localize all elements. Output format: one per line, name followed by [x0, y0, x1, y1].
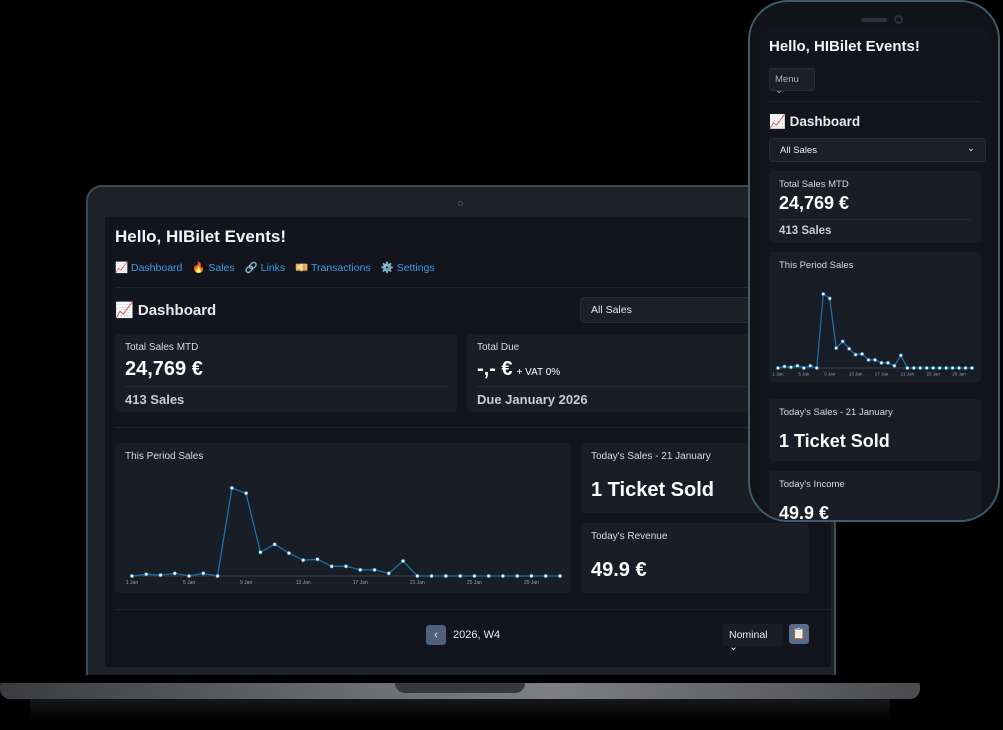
total-sales-value: 24,769 € — [779, 193, 850, 213]
due-date: Due January 2026 — [477, 392, 588, 407]
mode-value: Nominal — [729, 629, 768, 641]
divider — [477, 386, 821, 387]
mode-select[interactable]: Nominal ⌄ — [723, 624, 783, 653]
period-label: 2026, W4 — [453, 629, 501, 641]
svg-text:1 Jan: 1 Jan — [772, 372, 784, 377]
menu-label: Menu — [775, 74, 799, 85]
chart-icon: 📈 — [115, 302, 134, 319]
divider — [115, 427, 831, 428]
svg-text:25 Jan: 25 Jan — [926, 372, 940, 377]
period-sales-chart: 1 Jan 5 Jan 9 Jan 13 Jan 17 Jan 21 Jan 25 Jan 2… — [772, 291, 975, 377]
svg-text:29 Jan: 29 Jan — [524, 580, 539, 586]
due-amount: -,- € — [477, 358, 513, 380]
svg-text:25 Jan: 25 Jan — [467, 580, 482, 586]
chart-icon: 📈 — [769, 114, 786, 129]
desktop-dashboard-screen: Hello, HIBilet Events! 📈 Dashboard 🔥 Sal… — [105, 217, 831, 667]
nav-links[interactable]: 🔗 Links — [244, 262, 286, 274]
card-label: Today's Sales - 21 January — [779, 407, 893, 418]
vat-label: + VAT 0% — [516, 367, 561, 378]
total-sales-value: 24,769 € — [125, 358, 203, 380]
phone-speaker — [861, 18, 887, 22]
svg-text:13 Jan: 13 Jan — [849, 372, 863, 377]
main-nav: 📈 Dashboard 🔥 Sales 🔗 Links 💴 Transactio… — [115, 261, 435, 274]
tickets-sold-value: 1 Ticket Sold — [591, 479, 715, 501]
card-label: Today's Revenue — [591, 531, 668, 542]
page-title: 📈 Dashboard — [115, 302, 217, 319]
sales-filter-select[interactable]: All Sales ⌄ — [769, 138, 986, 162]
total-due-value: -,- € + VAT 0% — [477, 358, 560, 381]
menu-dropdown[interactable]: Menu ⌄ — [769, 68, 815, 96]
divider — [779, 219, 971, 220]
card-label: Total Sales MTD — [125, 342, 199, 353]
gear-icon: ⚙️ — [380, 262, 394, 274]
svg-text:21 Jan: 21 Jan — [410, 580, 425, 586]
nav-sales[interactable]: 🔥 Sales — [192, 262, 235, 274]
svg-text:9 Jan: 9 Jan — [824, 372, 836, 377]
phone-camera — [894, 15, 903, 24]
phone-frame: Hello, HIBilet Events! Menu ⌄ 📈 Dashboar… — [748, 0, 1000, 522]
period-sales-chart-card: This Period Sales 1 Jan 5 Jan 9 Jan 13 Jan 1… — [115, 443, 571, 593]
svg-text:17 Jan: 17 Jan — [353, 580, 368, 586]
today-revenue-card: Today's Revenue 49.9 € — [581, 523, 809, 593]
total-sales-card: Total Sales MTD 24,769 € 413 Sales — [769, 171, 981, 243]
nav-dashboard[interactable]: 📈 Dashboard — [115, 262, 183, 274]
fire-icon: 🔥 — [192, 262, 206, 274]
today-income-card: Today's Income 49.9 € — [769, 471, 981, 522]
laptop-shadow — [30, 699, 890, 721]
greeting-title: Hello, HIBilet Events! — [769, 38, 920, 55]
svg-text:13 Jan: 13 Jan — [296, 580, 311, 586]
money-icon: 💴 — [295, 262, 309, 274]
select-value: All Sales — [780, 145, 817, 156]
svg-text:9 Jan: 9 Jan — [240, 580, 252, 586]
total-sales-card: Total Sales MTD 24,769 € 413 Sales — [115, 334, 457, 412]
page-title: 📈 Dashboard — [769, 114, 861, 129]
income-value: 49.9 € — [779, 503, 830, 522]
sales-count: 413 Sales — [779, 225, 832, 237]
tickets-sold-value: 1 Ticket Sold — [779, 431, 890, 451]
sales-count: 413 Sales — [125, 392, 185, 407]
prev-period-button[interactable]: ‹ — [426, 625, 446, 645]
today-sales-card: Today's Sales - 21 January 1 Ticket Sold — [769, 399, 981, 461]
greeting-title: Hello, HIBilet Events! — [115, 227, 286, 246]
mobile-dashboard-screen: Hello, HIBilet Events! Menu ⌄ 📈 Dashboar… — [759, 28, 991, 522]
clipboard-icon: 📋 — [792, 628, 806, 640]
period-sales-chart: 1 Jan 5 Jan 9 Jan 13 Jan 17 Jan 21 Jan 25 Jan 2… — [126, 485, 563, 586]
chevron-down-icon: ⌄ — [729, 641, 738, 653]
nav-transactions[interactable]: 💴 Transactions — [295, 262, 371, 274]
chevron-down-icon: ⌄ — [967, 143, 975, 154]
link-icon: 🔗 — [244, 262, 258, 274]
card-label: This Period Sales — [779, 260, 854, 271]
nav-settings[interactable]: ⚙️ Settings — [380, 262, 435, 274]
divider — [125, 386, 447, 387]
chevron-down-icon: ⌄ — [775, 85, 783, 96]
laptop-notch — [395, 683, 525, 693]
card-label: Total Due — [477, 342, 520, 353]
divider — [115, 287, 831, 288]
svg-text:5 Jan: 5 Jan — [183, 580, 195, 586]
card-label: Today's Income — [779, 479, 845, 490]
svg-text:1 Jan: 1 Jan — [126, 580, 138, 586]
clipboard-button[interactable]: 📋 — [789, 624, 809, 644]
chart-icon: 📈 — [115, 262, 129, 274]
revenue-value: 49.9 € — [591, 559, 647, 581]
card-label: This Period Sales — [125, 451, 204, 462]
svg-text:17 Jan: 17 Jan — [875, 372, 889, 377]
svg-text:21 Jan: 21 Jan — [901, 372, 915, 377]
divider — [115, 609, 831, 610]
svg-text:29 Jan: 29 Jan — [952, 372, 966, 377]
period-sales-chart-card: This Period Sales 1 Jan 5 Jan 9 Jan 13 Jan 1… — [769, 252, 981, 382]
card-label: Total Sales MTD — [779, 179, 849, 190]
svg-text:5 Jan: 5 Jan — [798, 372, 810, 377]
card-label: Today's Sales - 21 January — [591, 451, 711, 462]
laptop-frame: Hello, HIBilet Events! 📈 Dashboard 🔥 Sal… — [86, 185, 836, 675]
divider — [769, 101, 981, 102]
laptop-camera — [458, 201, 463, 206]
